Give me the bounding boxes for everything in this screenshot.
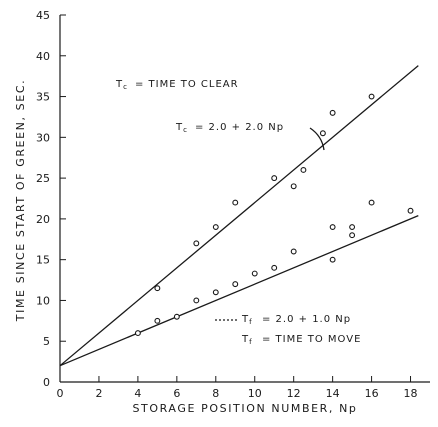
data-point-series-1 (193, 240, 200, 247)
x-tick-label: 12 (287, 387, 301, 400)
tc-leader-arrow (309, 127, 325, 151)
y-tick-label: 25 (36, 172, 50, 185)
x-axis-label: STORAGE POSITION NUMBER, Np (132, 402, 357, 415)
data-point-series-2 (173, 313, 180, 320)
annotation-tc-equation: Tc = 2.0 + 2.0 Np (175, 122, 325, 151)
data-point-series-2 (251, 270, 258, 277)
tf-def-symbol: Tf (241, 334, 253, 346)
data-point-series-2 (232, 281, 239, 288)
x-tick-label: 8 (212, 387, 219, 400)
data-point-series-1 (212, 224, 219, 230)
tf-definition-text: = TIME TO MOVE (262, 334, 361, 345)
tc-eq-symbol: Tc (175, 122, 188, 134)
y-tick-label: 30 (36, 131, 50, 144)
data-point-series-2 (349, 232, 356, 239)
data-point-series-1 (300, 167, 307, 173)
y-ticks: 0 5 10 15 20 25 30 35 40 45 (36, 9, 66, 389)
annotation-tf-equation: Tf = 2.0 + 1.0 Np (215, 314, 351, 326)
data-point-series-1 (271, 175, 278, 182)
y-tick-label: 20 (36, 213, 50, 226)
data-point-series-2 (329, 224, 336, 230)
x-tick-label: 18 (404, 387, 418, 400)
fit-line-1 (59, 65, 419, 367)
y-tick-label: 15 (36, 254, 50, 267)
x-ticks: 0 2 4 6 8 10 12 14 16 18 (57, 376, 418, 400)
x-tick-label: 6 (173, 387, 180, 400)
data-point-series-2 (154, 317, 161, 324)
y-tick-label: 40 (36, 50, 50, 63)
y-tick-label: 0 (43, 376, 50, 389)
x-tick-label: 4 (134, 387, 141, 400)
data-point-series-2 (290, 248, 297, 255)
data-point-series-1 (319, 130, 326, 137)
data-point-series-2 (212, 289, 219, 296)
data-point-series-2 (368, 199, 375, 206)
tc-symbol: Tc (115, 79, 128, 91)
tf-equation-text: = 2.0 + 1.0 Np (262, 314, 351, 325)
data-point-series-2 (407, 207, 414, 214)
y-axis-label: TIME SINCE START OF GREEN, SEC. (14, 79, 27, 322)
x-tick-label: 14 (326, 387, 340, 400)
y-tick-label: 5 (43, 335, 50, 348)
data-point-series-2 (349, 224, 356, 230)
data-points (134, 93, 414, 337)
y-tick-label: 10 (36, 294, 50, 307)
x-tick-label: 10 (248, 387, 262, 400)
x-tick-label: 0 (57, 387, 64, 400)
data-point-series-1 (368, 93, 375, 100)
x-tick-label: 16 (365, 387, 379, 400)
data-point-series-1 (154, 285, 161, 292)
tc-equation-text: = 2.0 + 2.0 Np (195, 122, 284, 133)
data-point-series-2 (271, 264, 278, 271)
tc-definition-text: = TIME TO CLEAR (135, 79, 239, 90)
data-point-series-2 (193, 297, 200, 304)
data-point-series-2 (329, 256, 336, 263)
annotation-tc-definition: Tc = TIME TO CLEAR (115, 79, 239, 91)
y-tick-label: 45 (36, 9, 50, 22)
annotation-tf-definition: Tf = TIME TO MOVE (241, 334, 361, 346)
x-tick-label: 2 (95, 387, 102, 400)
data-point-series-1 (290, 183, 297, 190)
data-point-series-1 (329, 109, 336, 116)
data-point-series-2 (134, 330, 141, 337)
y-tick-label: 35 (36, 91, 50, 104)
tf-eq-symbol: Tf (241, 314, 253, 326)
fit-lines (59, 65, 419, 367)
fit-line-2 (59, 215, 419, 367)
data-point-series-1 (232, 199, 239, 206)
